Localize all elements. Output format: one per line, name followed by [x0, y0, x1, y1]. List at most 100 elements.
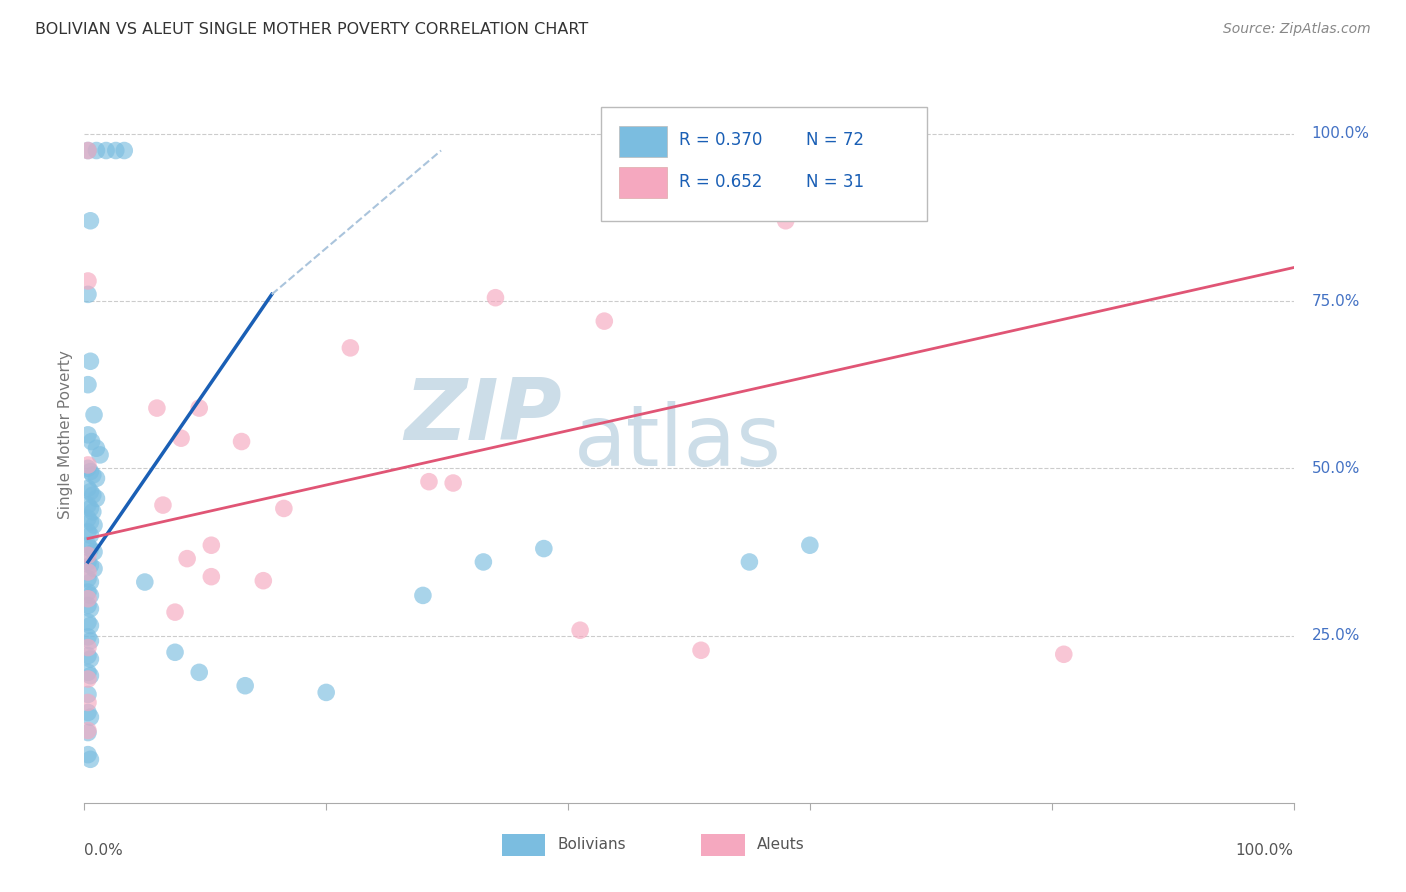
Point	[86, 491, 108, 506]
Point	[233, 679, 256, 693]
Point	[200, 570, 222, 584]
Point	[77, 591, 100, 606]
Point	[79, 574, 101, 589]
Point	[484, 291, 506, 305]
Text: ZIP: ZIP	[405, 375, 562, 458]
Point	[77, 287, 100, 301]
Point	[104, 144, 127, 158]
Point	[188, 665, 211, 680]
Point	[77, 144, 100, 158]
Point	[79, 501, 101, 516]
Text: 0.0%: 0.0%	[84, 843, 124, 858]
Text: Bolivians: Bolivians	[557, 838, 626, 852]
Point	[77, 498, 100, 512]
Text: 25.0%: 25.0%	[1312, 628, 1360, 643]
Point	[170, 431, 193, 445]
Text: atlas: atlas	[574, 401, 782, 483]
Bar	[619, 126, 668, 157]
Point	[112, 144, 135, 158]
Point	[77, 458, 100, 472]
Text: 50.0%: 50.0%	[1312, 461, 1360, 475]
Point	[79, 752, 101, 766]
Point	[83, 518, 105, 533]
Point	[83, 562, 105, 576]
Point	[77, 461, 100, 475]
FancyBboxPatch shape	[600, 107, 927, 221]
Point	[77, 511, 100, 525]
Point	[80, 434, 103, 449]
Point	[86, 441, 108, 455]
Point	[77, 538, 100, 552]
Bar	[502, 834, 546, 855]
Bar	[619, 167, 668, 198]
Point	[77, 274, 100, 288]
Point	[165, 645, 187, 659]
Point	[441, 476, 464, 491]
Point	[77, 524, 100, 539]
Point	[86, 144, 108, 158]
Point	[418, 475, 440, 489]
Point	[252, 574, 274, 588]
Point	[690, 643, 713, 657]
Point	[77, 572, 100, 586]
Point	[77, 630, 100, 644]
Point	[79, 213, 101, 227]
Point	[315, 685, 337, 699]
Point	[86, 471, 108, 485]
Point	[77, 747, 100, 762]
Text: 75.0%: 75.0%	[1312, 293, 1360, 309]
Point	[134, 574, 156, 589]
Text: R = 0.370: R = 0.370	[679, 131, 762, 150]
Point	[339, 341, 361, 355]
Point	[77, 481, 100, 495]
Point	[77, 599, 100, 613]
Point	[273, 501, 295, 516]
Point	[79, 354, 101, 368]
Point	[152, 498, 174, 512]
Point	[77, 687, 100, 701]
Point	[79, 589, 101, 603]
Point	[79, 602, 101, 616]
Point	[77, 565, 100, 579]
Point	[77, 725, 100, 739]
Point	[79, 652, 101, 666]
Text: Source: ZipAtlas.com: Source: ZipAtlas.com	[1223, 22, 1371, 37]
Point	[1053, 648, 1076, 662]
Point	[593, 314, 616, 328]
Point	[77, 723, 100, 738]
Point	[94, 144, 117, 158]
Point	[533, 541, 555, 556]
Point	[738, 555, 761, 569]
Point	[82, 505, 104, 519]
Point	[83, 545, 105, 559]
Point	[165, 605, 187, 619]
Point	[79, 515, 101, 529]
Text: Aleuts: Aleuts	[756, 838, 804, 852]
Point	[79, 541, 101, 556]
Text: N = 72: N = 72	[806, 131, 865, 150]
Point	[775, 213, 797, 227]
Point	[89, 448, 111, 462]
Point	[79, 465, 101, 479]
Bar	[702, 834, 745, 855]
Point	[77, 555, 100, 569]
Point	[146, 401, 169, 416]
Point	[82, 488, 104, 502]
Point	[799, 538, 821, 552]
Point	[231, 434, 253, 449]
Point	[79, 528, 101, 542]
Y-axis label: Single Mother Poverty: Single Mother Poverty	[58, 351, 73, 519]
Point	[79, 618, 101, 632]
Text: BOLIVIAN VS ALEUT SINGLE MOTHER POVERTY CORRELATION CHART: BOLIVIAN VS ALEUT SINGLE MOTHER POVERTY …	[35, 22, 588, 37]
Point	[77, 377, 100, 392]
Point	[188, 401, 211, 416]
Point	[77, 706, 100, 720]
Point	[77, 548, 100, 563]
Point	[77, 144, 100, 158]
Point	[77, 672, 100, 686]
Point	[472, 555, 495, 569]
Point	[77, 585, 100, 599]
Point	[77, 665, 100, 680]
Point	[77, 696, 100, 710]
Text: 100.0%: 100.0%	[1236, 843, 1294, 858]
